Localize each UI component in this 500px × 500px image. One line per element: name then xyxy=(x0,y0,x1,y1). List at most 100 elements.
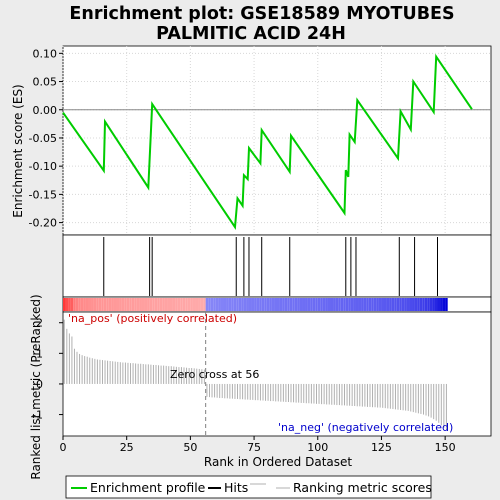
es-curve xyxy=(62,53,473,231)
rank-color-cell xyxy=(70,298,74,311)
rank-color-cell xyxy=(141,298,145,311)
rank-color-cell xyxy=(96,298,99,311)
rank-color-cell xyxy=(330,298,334,311)
rank-color-cell xyxy=(434,298,438,311)
rank-color-cell xyxy=(116,298,120,311)
rank-color-cell xyxy=(340,298,344,311)
rank-color-cell xyxy=(162,298,165,311)
rank-color-cell xyxy=(320,298,323,311)
rank-color-cell xyxy=(210,298,214,311)
rank-color-cell xyxy=(315,298,318,311)
x-tick-label: 75 xyxy=(247,441,261,454)
rank-color-cell xyxy=(164,298,168,311)
rank-color-cell xyxy=(419,298,423,311)
legend-box xyxy=(65,475,432,499)
rank-color-cell xyxy=(366,298,369,311)
rank-color-cell xyxy=(264,298,267,311)
es-ytick-label: -0.20 xyxy=(29,217,57,230)
rank-color-cell xyxy=(343,298,346,311)
negative-correlation-label: 'na_neg' (negatively correlated) xyxy=(278,421,453,434)
rank-color-cell xyxy=(190,298,193,311)
rank-color-cell xyxy=(325,298,328,311)
rank-color-cell xyxy=(401,298,405,311)
rank-color-cell xyxy=(68,298,71,311)
rank-color-cell xyxy=(233,298,237,311)
x-axis-label: Rank in Ordered Dataset xyxy=(204,455,352,469)
metric-y-axis-label: Ranked list metric (PreRanked) xyxy=(29,294,43,479)
rank-color-cell xyxy=(205,298,209,311)
es-panel xyxy=(62,45,492,236)
rank-color-cell xyxy=(274,298,277,311)
rank-color-cell xyxy=(417,298,420,311)
rank-color-cell xyxy=(65,298,69,311)
rank-color-cell xyxy=(134,298,137,311)
chart-title-line-1: Enrichment plot: GSE18589 MYOTUBES xyxy=(69,4,454,24)
x-tick-label: 150 xyxy=(435,441,456,454)
rank-color-cell xyxy=(345,298,349,311)
legend-hits-label: Hits xyxy=(224,480,248,495)
rank-color-cell xyxy=(292,298,295,311)
rank-color-cell xyxy=(422,298,425,311)
rank-color-cell xyxy=(83,298,86,311)
rank-color-cell xyxy=(376,298,379,311)
rank-color-cell xyxy=(108,298,112,311)
rank-color-cell xyxy=(93,298,97,311)
rank-color-cell xyxy=(149,298,153,311)
rank-color-cell xyxy=(353,298,356,311)
rank-color-cell xyxy=(220,298,224,311)
rank-color-cell xyxy=(106,298,109,311)
metric-ytick-label: 2 xyxy=(36,317,43,330)
es-ytick-label: 0.10 xyxy=(33,47,58,60)
rank-color-cell xyxy=(218,298,221,311)
rank-color-cell xyxy=(391,298,395,311)
rank-color-cell xyxy=(284,298,288,311)
rank-color-cell xyxy=(305,298,308,311)
rank-color-cell xyxy=(119,298,122,311)
rank-color-cell xyxy=(177,298,181,311)
rank-color-cell xyxy=(203,298,206,311)
rank-color-cell xyxy=(317,298,321,311)
rank-color-cell xyxy=(445,298,448,311)
x-tick-label: 100 xyxy=(307,441,328,454)
rank-color-cell xyxy=(175,298,178,311)
rank-color-cell xyxy=(389,298,392,311)
rank-color-cell xyxy=(187,298,191,311)
rank-color-cell xyxy=(147,298,150,311)
rank-color-cell xyxy=(170,298,173,311)
rank-color-cell xyxy=(358,298,362,311)
rank-color-cell xyxy=(246,298,249,311)
rank-color-cell xyxy=(98,298,102,311)
legend-metric-label: Ranking metric scores xyxy=(293,480,432,495)
rank-color-cell xyxy=(297,298,300,311)
x-tick-label: 0 xyxy=(60,441,67,454)
rank-color-cell xyxy=(121,298,125,311)
rank-color-cell xyxy=(208,298,211,311)
es-ytick-label: 0.00 xyxy=(33,104,58,117)
rank-color-cell xyxy=(432,298,435,311)
rank-color-cell xyxy=(373,298,377,311)
rank-color-cell xyxy=(103,298,107,311)
rank-color-cell xyxy=(73,298,76,311)
rank-color-cell xyxy=(231,298,234,311)
rank-color-cell xyxy=(223,298,227,311)
rank-color-cell xyxy=(157,298,160,311)
rank-color-cell xyxy=(287,298,290,311)
es-ytick-label: -0.05 xyxy=(29,132,57,145)
rank-color-cell xyxy=(289,298,293,311)
rank-color-cell xyxy=(185,298,188,311)
es-ytick-label: -0.15 xyxy=(29,188,57,201)
rank-color-cell xyxy=(251,298,255,311)
rank-color-cell xyxy=(269,298,272,311)
rank-color-cell xyxy=(361,298,364,311)
rank-color-cell xyxy=(338,298,341,311)
rank-color-cell xyxy=(241,298,244,311)
rank-color-cell xyxy=(228,298,232,311)
rank-color-cell xyxy=(327,298,331,311)
rank-color-cell xyxy=(192,298,196,311)
rank-color-cell xyxy=(167,298,170,311)
rank-color-cell xyxy=(271,298,275,311)
rank-color-cell xyxy=(111,298,114,311)
rank-color-cell xyxy=(213,298,216,311)
rank-color-cell xyxy=(198,298,201,311)
rank-color-cell xyxy=(236,298,239,311)
